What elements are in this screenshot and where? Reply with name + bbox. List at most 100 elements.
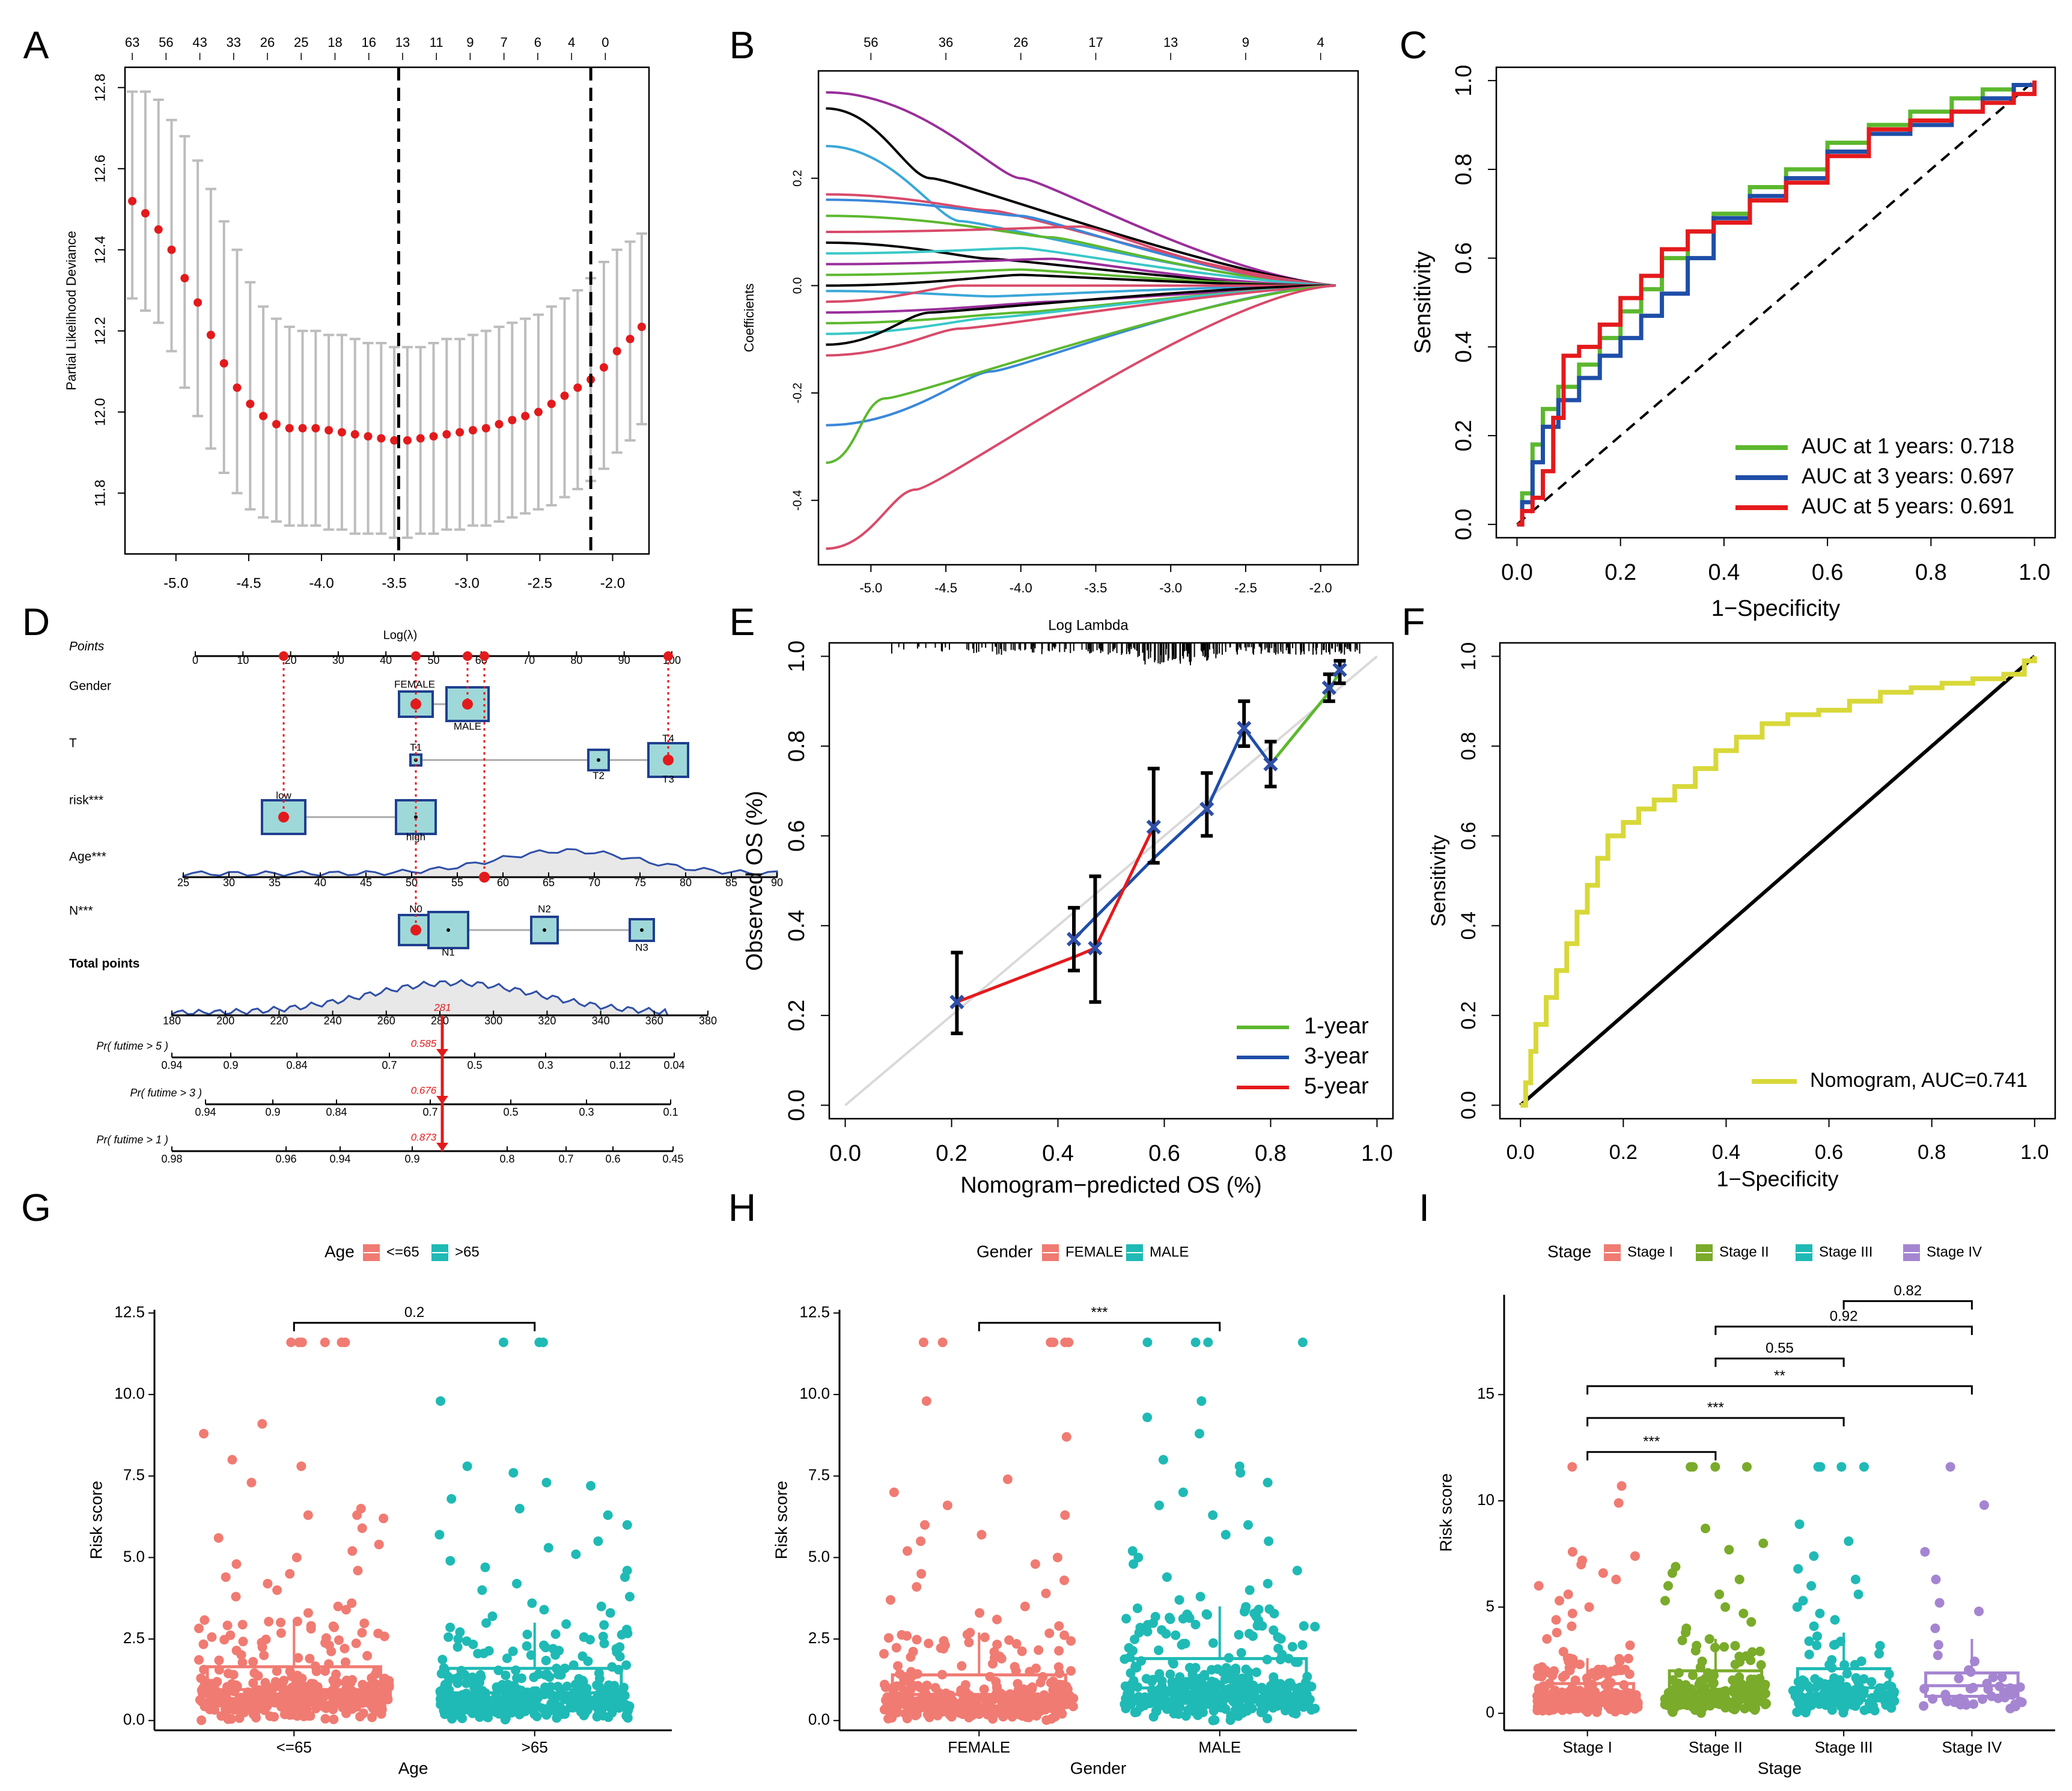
jitter-point <box>286 1337 296 1348</box>
jitter-point <box>340 1657 350 1667</box>
jitter-point <box>1011 1705 1022 1715</box>
cv-point <box>180 274 189 282</box>
jitter-point <box>1043 1698 1053 1709</box>
jitter-point <box>1025 1705 1035 1715</box>
jitter-point <box>1663 1581 1673 1591</box>
coefficient-path <box>826 214 1336 287</box>
cv-point <box>560 391 569 400</box>
jitter-point <box>1064 1337 1074 1348</box>
jitter-point <box>608 1681 618 1691</box>
jitter-point <box>893 1661 903 1671</box>
y-tick-label: 2.5 <box>123 1629 145 1647</box>
jitter-point <box>1178 1487 1188 1497</box>
y-tick-label: 0.4 <box>784 910 809 941</box>
total-value: 281 <box>433 1002 451 1013</box>
jitter-point <box>1299 1621 1309 1631</box>
jitter-point <box>1064 1692 1074 1703</box>
jitter-point <box>1297 1640 1308 1650</box>
legend-label: AUC at 1 years: 0.718 <box>1802 434 2014 458</box>
jitter-point <box>481 1618 492 1628</box>
n-box-n3 <box>629 918 655 942</box>
age-tick-label: 25 <box>177 877 189 889</box>
prob-tick-label: 0.8 <box>499 1153 514 1165</box>
calibration-point <box>1088 940 1103 956</box>
jitter-point <box>1758 1538 1769 1548</box>
jitter-point <box>1793 1564 1803 1574</box>
jitter-point <box>1234 1630 1244 1640</box>
top-tick-label: 9 <box>1242 35 1249 50</box>
y-tick-label: 11.8 <box>92 479 108 506</box>
jitter-point <box>1681 1628 1691 1638</box>
jitter-point <box>292 1711 302 1721</box>
y-tick-label: 12.8 <box>92 73 108 102</box>
jitter-point <box>1872 1691 1882 1701</box>
jitter-point <box>218 1695 228 1705</box>
jitter-point <box>1829 1640 1839 1650</box>
jitter-point <box>234 1713 245 1723</box>
jitter-point <box>1853 1589 1863 1599</box>
jitter-point <box>263 1682 273 1692</box>
jitter-point <box>1120 1681 1130 1691</box>
jitter-point <box>1615 1656 1625 1667</box>
jitter-point <box>1928 1694 1938 1704</box>
jitter-point <box>1038 1672 1048 1682</box>
nomogram-row-label: Age*** <box>69 850 106 864</box>
comparison-bracket <box>1586 1451 1717 1461</box>
jitter-point <box>272 1681 282 1691</box>
legend-title: Gender <box>977 1242 1032 1260</box>
y-tick-label: 12.6 <box>92 154 108 183</box>
jitter-point <box>980 1632 990 1643</box>
jitter-point <box>357 1628 367 1638</box>
top-tick-label: 25 <box>294 35 308 50</box>
x-axis-label: Age <box>398 1759 428 1777</box>
jitter-point <box>1736 1679 1746 1689</box>
y-tick-label: 10 <box>1477 1491 1495 1509</box>
jitter-point <box>1708 1678 1719 1688</box>
cv-point <box>364 432 373 441</box>
jitter-point <box>1231 1685 1241 1695</box>
y-tick-label: 12.2 <box>92 317 108 345</box>
jitter-point <box>1612 1664 1622 1674</box>
jitter-point <box>1247 1703 1257 1713</box>
cv-point <box>128 196 137 205</box>
x-tick-label: 0.2 <box>936 1141 967 1166</box>
jitter-point <box>1147 1685 1157 1695</box>
legend-label: AUC at 3 years: 0.697 <box>1802 464 2014 488</box>
jitter-point <box>320 1337 330 1348</box>
jitter-point <box>1738 1608 1749 1619</box>
x-axis-label: Stage <box>1758 1759 1802 1777</box>
total-tick-label: 380 <box>699 1015 717 1027</box>
x-tick-label: 0.6 <box>1148 1141 1180 1166</box>
jitter-point <box>214 1665 224 1675</box>
jitter-point <box>194 1623 204 1634</box>
jitter-point <box>462 1636 472 1646</box>
jitter-point <box>1839 1703 1849 1713</box>
jitter-point <box>958 1709 968 1720</box>
jitter-point <box>1974 1606 1984 1616</box>
coefficient-path <box>826 107 1336 287</box>
jitter-point <box>340 1337 350 1348</box>
comparison-bracket <box>1842 1300 1973 1310</box>
jitter-point <box>902 1631 912 1641</box>
jitter-point <box>341 1605 351 1615</box>
jitter-point <box>222 1682 233 1692</box>
jitter-point <box>1988 1672 1998 1682</box>
jitter-point <box>462 1704 472 1715</box>
jitter-point <box>1821 1695 1831 1705</box>
jitter-point <box>1020 1601 1030 1611</box>
panel-i: I 0 5 10 15 Risk score Stage Stage Stage I Stage … <box>1419 1186 2055 1777</box>
jitter-point <box>1295 1682 1305 1692</box>
y-tick-label: -0.4 <box>791 490 804 511</box>
prob-tick-label: 0.7 <box>382 1059 397 1071</box>
top-tick-label: 9 <box>466 35 474 50</box>
jitter-point <box>1797 1699 1807 1709</box>
comparison-label: *** <box>1707 1399 1724 1415</box>
jitter-point <box>1068 1701 1078 1712</box>
points-marker <box>279 651 288 661</box>
jitter-point <box>1969 1699 1979 1709</box>
jitter-point <box>365 1689 376 1699</box>
jitter-point <box>272 1666 282 1676</box>
jitter-point <box>1168 1657 1178 1667</box>
comparison-bracket <box>1586 1385 1973 1395</box>
jitter-point <box>1223 1683 1234 1694</box>
